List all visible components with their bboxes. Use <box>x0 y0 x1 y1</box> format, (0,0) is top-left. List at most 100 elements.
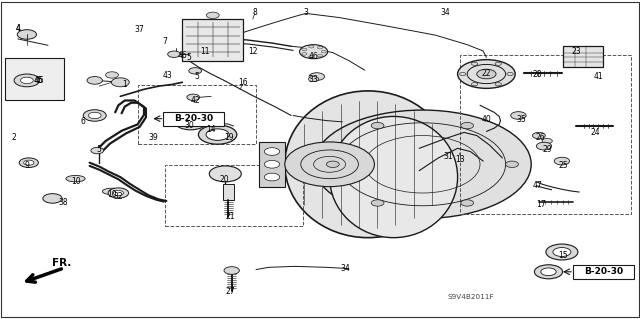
Text: 25: 25 <box>558 161 568 170</box>
Circle shape <box>87 77 102 84</box>
Text: 34: 34 <box>340 264 351 273</box>
Ellipse shape <box>66 175 85 182</box>
Circle shape <box>495 83 502 86</box>
Text: 11: 11 <box>200 47 209 56</box>
Circle shape <box>302 53 307 55</box>
Circle shape <box>264 148 280 155</box>
Circle shape <box>24 160 34 165</box>
Circle shape <box>206 129 229 140</box>
Circle shape <box>511 112 526 119</box>
Text: 46: 46 <box>308 52 319 61</box>
Circle shape <box>309 73 324 80</box>
Circle shape <box>458 60 515 88</box>
Circle shape <box>477 69 496 79</box>
Text: 28: 28 <box>533 70 542 79</box>
Circle shape <box>113 190 124 196</box>
Circle shape <box>532 132 545 139</box>
Text: 45: 45 <box>33 76 44 85</box>
Circle shape <box>189 68 202 74</box>
Text: 37: 37 <box>134 25 145 34</box>
Circle shape <box>506 161 518 167</box>
Bar <box>460 55 631 214</box>
Text: 17: 17 <box>536 200 546 209</box>
Circle shape <box>111 78 129 87</box>
Circle shape <box>19 158 38 167</box>
Circle shape <box>300 45 328 59</box>
Text: S9V4B2011F: S9V4B2011F <box>447 294 493 300</box>
Circle shape <box>541 268 556 276</box>
Circle shape <box>206 12 219 19</box>
Text: 8: 8 <box>252 8 257 17</box>
Circle shape <box>198 125 237 144</box>
Text: 16: 16 <box>238 78 248 87</box>
Circle shape <box>308 45 314 48</box>
Text: 10: 10 <box>70 177 81 186</box>
Ellipse shape <box>102 188 122 195</box>
Text: 26: 26 <box>536 133 546 142</box>
Circle shape <box>314 110 531 219</box>
Text: 32: 32 <box>113 192 124 201</box>
Text: B-20-30: B-20-30 <box>174 114 214 123</box>
Circle shape <box>371 200 384 206</box>
Circle shape <box>554 157 570 165</box>
Text: 19: 19 <box>224 133 234 142</box>
Text: 43: 43 <box>163 71 173 80</box>
Text: 30: 30 <box>184 121 194 130</box>
Bar <box>163 112 224 126</box>
Text: 20: 20 <box>219 175 229 184</box>
Text: 10: 10 <box>107 190 117 199</box>
Text: 38: 38 <box>58 198 68 207</box>
Text: 39: 39 <box>148 133 159 142</box>
Text: 7: 7 <box>163 37 168 46</box>
Text: 5: 5 <box>97 145 102 154</box>
Circle shape <box>507 72 513 76</box>
Text: 5: 5 <box>194 72 199 81</box>
Circle shape <box>302 48 307 51</box>
Text: 12: 12 <box>248 47 257 56</box>
Text: 35: 35 <box>516 115 527 124</box>
Text: 45: 45 <box>35 76 45 85</box>
Circle shape <box>536 142 552 150</box>
Circle shape <box>472 83 478 86</box>
Ellipse shape <box>330 116 458 238</box>
Circle shape <box>264 160 280 168</box>
Circle shape <box>88 112 101 119</box>
Text: 31: 31 <box>443 152 453 161</box>
Text: 42: 42 <box>190 96 200 105</box>
Text: 5: 5 <box>186 53 191 62</box>
Circle shape <box>472 62 478 65</box>
Text: 13: 13 <box>454 155 465 164</box>
Circle shape <box>20 77 33 84</box>
Text: 34: 34 <box>440 8 450 17</box>
Circle shape <box>534 265 563 279</box>
Circle shape <box>308 56 314 58</box>
Circle shape <box>308 77 319 82</box>
Text: 33: 33 <box>308 75 319 84</box>
Bar <box>138 85 256 144</box>
Text: 9: 9 <box>24 161 29 170</box>
Text: 14: 14 <box>206 125 216 134</box>
Ellipse shape <box>285 91 451 238</box>
Circle shape <box>317 46 323 49</box>
Circle shape <box>17 30 36 39</box>
Text: 6: 6 <box>81 117 86 126</box>
Circle shape <box>209 166 241 182</box>
Polygon shape <box>259 142 285 187</box>
Text: 29: 29 <box>542 145 552 154</box>
Circle shape <box>553 248 571 256</box>
Circle shape <box>108 188 129 198</box>
Text: 47: 47 <box>532 181 543 190</box>
Circle shape <box>91 147 104 154</box>
Circle shape <box>546 244 578 260</box>
Text: 24: 24 <box>590 128 600 137</box>
Bar <box>223 184 234 200</box>
Circle shape <box>182 117 200 126</box>
Circle shape <box>321 50 326 53</box>
Circle shape <box>175 114 207 130</box>
Circle shape <box>461 200 474 206</box>
Circle shape <box>224 267 239 274</box>
Text: 27: 27 <box>225 287 236 296</box>
Circle shape <box>495 62 502 65</box>
Bar <box>573 265 634 279</box>
Circle shape <box>168 51 180 57</box>
